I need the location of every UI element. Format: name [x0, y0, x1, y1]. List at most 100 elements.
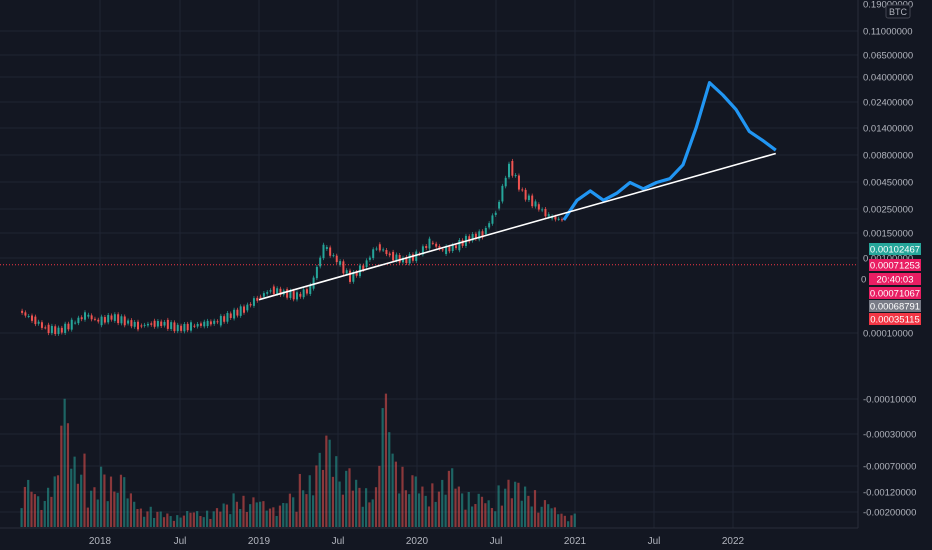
volume-bar [524, 486, 527, 527]
volume-bar [434, 501, 437, 527]
candle-body [256, 297, 259, 301]
price-label-prefix: 0 [861, 275, 866, 286]
volume-bar [215, 508, 219, 527]
volume-bar [186, 510, 189, 527]
candle-body [269, 290, 272, 292]
volume-bar [245, 511, 248, 527]
candle-body [398, 254, 401, 263]
volume-bar [56, 475, 60, 527]
candle-body [521, 189, 524, 191]
projection-path [562, 81, 777, 221]
y-tick-label: -0.00010000 [863, 395, 916, 406]
volume-bar [285, 503, 288, 527]
candle-body [557, 218, 560, 220]
candle-body [150, 323, 153, 325]
candle-body [100, 316, 103, 326]
volume-bar [106, 501, 109, 527]
candle-body [140, 325, 143, 327]
candle-body [382, 249, 385, 251]
volume-bar [255, 502, 258, 527]
candle-body [153, 320, 156, 327]
candle-body [110, 315, 113, 320]
candle-body [425, 245, 428, 249]
volume-bar [318, 452, 321, 527]
y-tick-label: 0.02400000 [863, 98, 913, 109]
y-tick-label: 0.11000000 [863, 27, 913, 38]
volume-bar [295, 511, 298, 527]
candle-body [193, 325, 196, 327]
volume-bar [143, 516, 146, 527]
candle-body [511, 160, 514, 176]
volume-bar [401, 466, 404, 527]
volume-bar [298, 473, 301, 527]
volume-bar [418, 493, 421, 527]
candle-body [471, 234, 474, 241]
volume-bar [37, 496, 40, 527]
volume-bar [156, 511, 159, 527]
candle-body [266, 292, 269, 294]
volume-bar [461, 493, 464, 527]
trendline[interactable] [258, 152, 776, 301]
candle-body [488, 223, 491, 228]
volume-bar [507, 479, 510, 527]
volume-bar [219, 511, 222, 527]
volume-bar [27, 479, 30, 527]
time-axis[interactable]: 2018 Jul 2019 Jul 2020 Jul 2021 Jul 2022 [89, 536, 745, 547]
candle-body [461, 240, 464, 246]
candle-body [458, 240, 461, 251]
candle-body [34, 316, 37, 325]
volume-bar [467, 491, 470, 527]
price-label-text: 0.00068791 [870, 302, 920, 313]
x-tick-label: Jul [490, 536, 503, 547]
candle-body [438, 246, 441, 249]
candle-body [27, 315, 30, 317]
volume-bar [451, 468, 454, 527]
volume-bar [444, 494, 447, 527]
candle-body [411, 254, 414, 261]
volume-bar [96, 499, 99, 527]
volume-bar [394, 461, 397, 527]
y-tick-label: -0.00070000 [863, 462, 916, 473]
candle-body [378, 244, 381, 251]
price-label-box [869, 243, 921, 255]
candle-body [190, 322, 192, 331]
candle-body [156, 321, 159, 327]
volume-bar [477, 493, 480, 527]
candle-body [524, 189, 527, 200]
volume-bar [480, 496, 484, 527]
candle-body [504, 177, 507, 187]
candle-body [209, 321, 212, 325]
volume-bar [500, 505, 503, 527]
candle-body [67, 323, 70, 330]
volume-bar [388, 432, 391, 527]
candle-body [498, 201, 501, 209]
candle-body [534, 201, 537, 207]
candle-body [84, 312, 86, 320]
candle-body [544, 208, 547, 217]
volume-bar [355, 479, 358, 527]
volume-bar [494, 511, 497, 527]
volume-bar [328, 439, 331, 527]
volume-bar [259, 501, 262, 527]
candle-body [196, 323, 199, 327]
volume-bar [229, 514, 232, 527]
volume-bar [33, 494, 36, 527]
y-tick-label: 0.01400000 [863, 124, 913, 135]
candle-body [481, 231, 484, 238]
candle-body [421, 246, 424, 255]
candle-body [160, 321, 163, 326]
candle-body [335, 255, 338, 263]
volume-bar [464, 509, 467, 527]
volume-bar [424, 495, 427, 527]
volume-bar [312, 495, 315, 527]
candle-body [474, 233, 477, 239]
candle-body [352, 272, 355, 282]
candle-body [183, 324, 186, 332]
volume-bar [232, 493, 235, 527]
candle-body [514, 175, 517, 177]
volume-bar [338, 481, 341, 527]
volume-bar [268, 508, 272, 527]
volume-bar [437, 491, 441, 527]
volume-bar [345, 470, 348, 527]
